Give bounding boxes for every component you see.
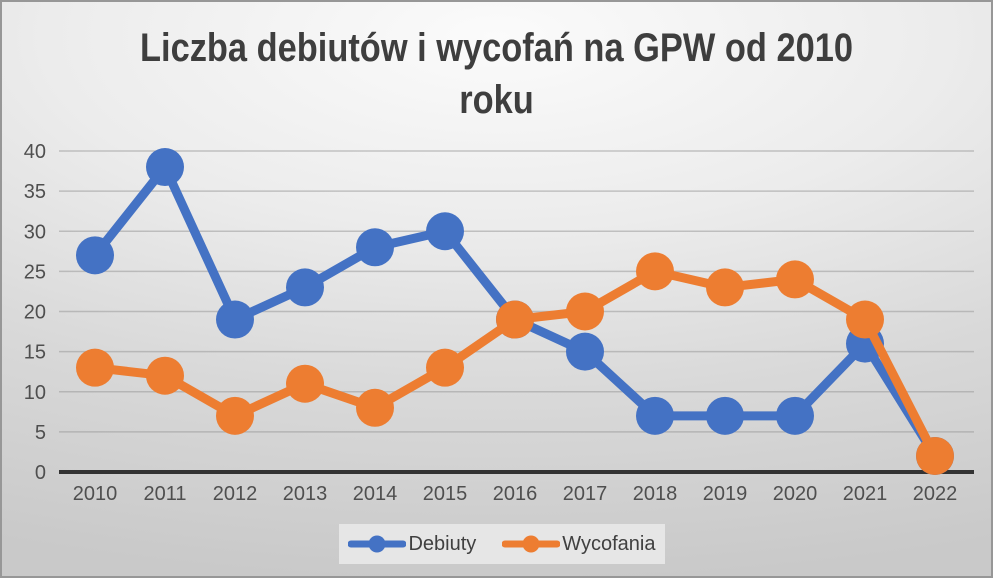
wycofania-point-2011[interactable] [146, 356, 184, 395]
y-tick-label: 30 [24, 221, 46, 243]
debiuty-point-2010[interactable] [76, 236, 114, 275]
wycofania-point-2022[interactable] [916, 436, 954, 475]
x-tick-label: 2021 [843, 483, 888, 505]
y-tick-label: 20 [24, 302, 46, 324]
y-tick-label: 35 [24, 181, 46, 203]
wycofania-point-2013[interactable] [286, 364, 324, 403]
legend-label-debiuty: Debiuty [408, 532, 477, 555]
debiuty-line-marker-icon [348, 535, 407, 553]
y-tick-label: 25 [24, 261, 46, 283]
x-tick-label: 2013 [283, 483, 328, 505]
debiuty-point-2015[interactable] [426, 212, 464, 251]
wycofania-point-2017[interactable] [566, 292, 604, 331]
x-tick-label: 2011 [143, 483, 186, 505]
debiuty-point-2019[interactable] [706, 396, 744, 435]
legend-label-wycofania: Wycofania [562, 532, 656, 555]
legend-item-debiuty[interactable]: Debiuty [348, 533, 476, 556]
legend-item-wycofania[interactable]: Wycofania [502, 532, 656, 556]
debiuty-point-2011[interactable] [146, 148, 184, 187]
chart-legend: Debiuty Wycofania [339, 524, 665, 564]
x-tick-label: 2010 [73, 483, 118, 505]
wycofania-line-marker-icon [502, 535, 561, 553]
debiuty-point-2012[interactable] [216, 300, 254, 339]
debiuty-point-2020[interactable] [776, 396, 814, 435]
x-tick-label: 2020 [773, 483, 818, 505]
wycofania-point-2021[interactable] [846, 300, 884, 339]
debiuty-point-2014[interactable] [356, 228, 394, 267]
y-tick-label: 40 [24, 141, 46, 163]
x-tick-label: 2018 [633, 483, 678, 505]
x-tick-label: 2014 [353, 483, 398, 505]
wycofania-point-2016[interactable] [496, 300, 534, 339]
x-tick-label: 2022 [913, 483, 958, 505]
y-tick-label: 0 [35, 462, 46, 484]
y-tick-label: 10 [24, 382, 46, 404]
chart-title-line2: roku [459, 78, 534, 122]
debiuty-point-2013[interactable] [286, 268, 324, 307]
x-tick-label: 2015 [423, 483, 468, 505]
wycofania-point-2019[interactable] [706, 268, 744, 307]
chart-title-line1: Liczba debiutów i wycofań na GPW od 2010 [140, 26, 853, 70]
x-tick-label: 2012 [213, 483, 258, 505]
x-tick-label: 2017 [563, 483, 608, 505]
wycofania-point-2014[interactable] [356, 388, 394, 427]
wycofania-point-2015[interactable] [426, 348, 464, 387]
chart-title: Liczba debiutów i wycofań na GPW od 2010… [71, 22, 922, 126]
wycofania-point-2012[interactable] [216, 396, 254, 435]
wycofania-point-2010[interactable] [76, 348, 114, 387]
x-tick-label: 2016 [493, 483, 538, 505]
debiuty-point-2018[interactable] [636, 396, 674, 435]
wycofania-point-2018[interactable] [636, 252, 674, 291]
x-tick-label: 2019 [703, 483, 748, 505]
y-tick-label: 15 [24, 342, 46, 364]
debiuty-point-2017[interactable] [566, 332, 604, 371]
y-tick-label: 5 [35, 422, 46, 444]
wycofania-point-2020[interactable] [776, 260, 814, 299]
